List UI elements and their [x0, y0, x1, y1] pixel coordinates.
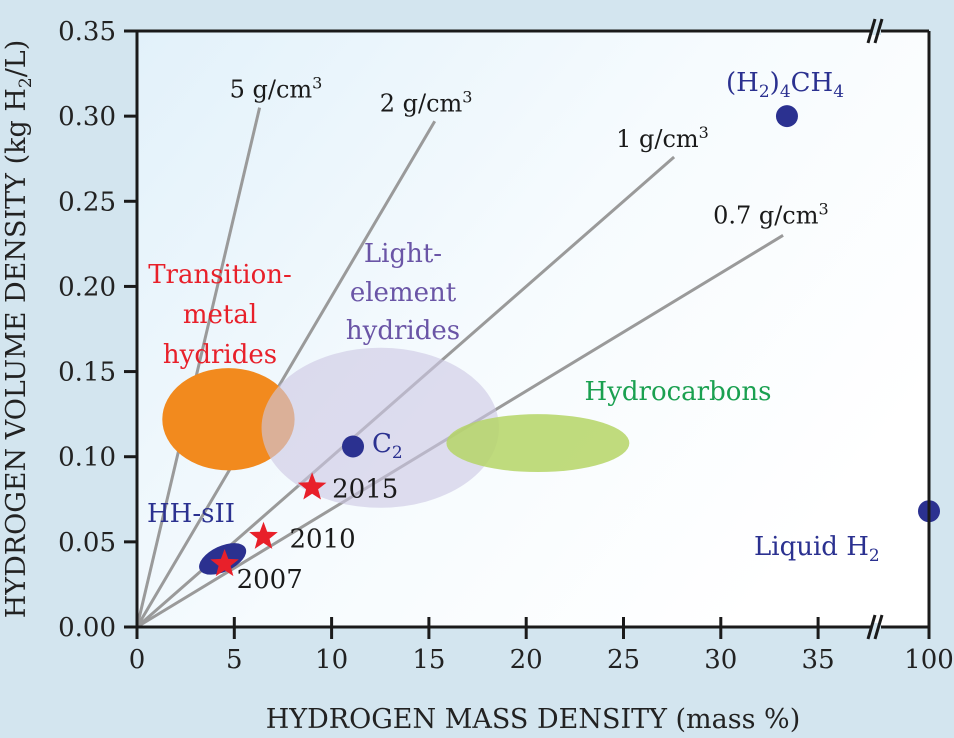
density-line-label: 5 g/cm3	[230, 74, 323, 104]
y-tick-label: 0.10	[58, 443, 116, 473]
point-label-h2-4-ch4: (H2)4CH4	[726, 68, 844, 102]
y-tick-label: 0.05	[58, 528, 116, 558]
plot-background	[137, 31, 929, 627]
label-part: 4	[833, 82, 844, 102]
data-point	[342, 435, 365, 458]
x-tick-label: 25	[607, 645, 640, 675]
label-part: 2	[392, 443, 403, 463]
ticks: 0 5 10 15 20 25 30 35 100 0.00 0.05 0.10 0.15 0.20 0.2…	[58, 17, 954, 675]
region-label: HH-sII	[147, 499, 235, 529]
label-part: (H	[726, 68, 759, 98]
x-tick-label: 15	[412, 645, 445, 675]
label-part: )	[770, 68, 780, 98]
label-part: 2	[759, 82, 770, 102]
axis-break-mark	[866, 18, 877, 44]
region-label: Transition-	[148, 260, 292, 290]
region-label: element	[350, 278, 457, 308]
label-part: 4	[780, 82, 791, 102]
y-axis-label-main: HYDROGEN VOLUME DENSITY (kg H	[1, 88, 32, 618]
point-label-c2: C2	[372, 429, 403, 463]
region-ellipse	[162, 368, 295, 471]
density-line	[135, 120, 437, 628]
y-axis-label: HYDROGEN VOLUME DENSITY (kg H2/L)	[1, 40, 36, 619]
density-label-sup: 3	[312, 74, 322, 93]
target-star	[249, 521, 278, 549]
x-tick-label: 10	[315, 645, 348, 675]
x-tick-label: 35	[802, 645, 835, 675]
density-label-text: 0.7 g/cm	[713, 201, 819, 229]
density-label-sup: 3	[699, 123, 709, 142]
region-label: hydrides	[346, 316, 460, 346]
region-label: Light-	[364, 239, 442, 269]
x-tick-label: 100	[904, 645, 954, 675]
region-label: Hydrocarbons	[585, 377, 772, 407]
axis-break-mark	[866, 614, 877, 640]
y-tick-label: 0.25	[58, 187, 116, 217]
density-line-label: 1 g/cm3	[616, 123, 709, 153]
density-label-text: 1 g/cm	[616, 125, 699, 153]
target-label: 2007	[237, 565, 303, 595]
data-point	[775, 105, 798, 128]
regions: Transition-metal hydrides Light-element hyd…	[147, 239, 772, 575]
region-label: metal	[183, 300, 257, 330]
target-star	[297, 472, 327, 500]
x-tick-label: 0	[129, 645, 146, 675]
label-part: CH	[791, 68, 834, 98]
axis-break-mark	[873, 18, 884, 44]
label-part: Liquid H	[754, 532, 869, 562]
density-label-text: 5 g/cm	[230, 76, 313, 104]
axes	[135, 18, 931, 640]
axis-break-gap	[871, 27, 881, 35]
y-axis-label-sub: 2	[16, 77, 36, 88]
target-star	[210, 549, 239, 577]
y-tick-label: 0.35	[58, 17, 116, 47]
density-label-sup: 3	[819, 199, 829, 218]
x-tick-label: 30	[704, 645, 737, 675]
target-label: 2015	[332, 474, 398, 504]
y-tick-label: 0.20	[58, 272, 116, 302]
axis-break-mark	[873, 614, 884, 640]
x-tick-label: 5	[226, 645, 243, 675]
y-tick-label: 0.30	[58, 102, 116, 132]
label-part: 2	[869, 546, 880, 566]
label-part: C	[372, 429, 392, 459]
y-tick-label: 0.00	[58, 613, 116, 643]
y-tick-label: 0.15	[58, 358, 116, 388]
density-line-label: 0.7 g/cm3	[713, 199, 829, 229]
density-line-label: 2 g/cm3	[380, 87, 473, 117]
region-ellipse	[446, 414, 630, 473]
density-line	[135, 107, 262, 628]
x-axis-label: HYDROGEN MASS DENSITY (mass %)	[266, 704, 801, 735]
density-label-text: 2 g/cm	[380, 89, 463, 117]
region-label: hydrides	[163, 340, 277, 370]
region-ellipse	[261, 347, 499, 508]
axis-break-gap	[871, 623, 881, 631]
point-label-liquid-h2: Liquid H2	[754, 532, 880, 566]
target-label: 2010	[289, 525, 355, 555]
y-axis-label-end: /L)	[1, 40, 32, 78]
density-label-sup: 3	[462, 87, 472, 106]
x-tick-label: 20	[510, 645, 543, 675]
